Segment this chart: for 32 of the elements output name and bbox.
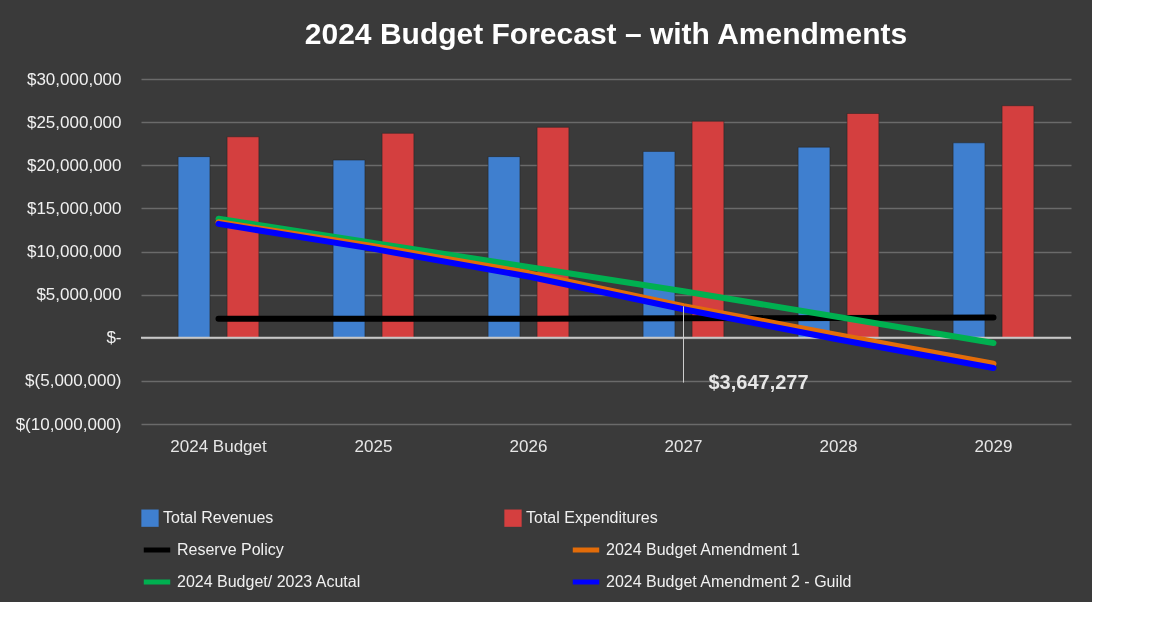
legend-label: Total Revenues xyxy=(163,509,274,527)
legend-label: Reserve Policy xyxy=(177,541,284,558)
x-tick-label: 2025 xyxy=(354,436,393,456)
y-tick-label: $15,000,000 xyxy=(26,198,122,218)
bar xyxy=(381,133,415,338)
bar xyxy=(177,156,211,338)
legend-label: 2024 Budget/ 2023 Acutal xyxy=(177,573,361,590)
bar xyxy=(226,136,260,338)
x-tick-label: 2027 xyxy=(664,436,703,456)
bar xyxy=(332,159,366,338)
x-tick-label: 2024 Budget xyxy=(170,436,267,456)
legend-label: Total Expenditures xyxy=(526,509,658,527)
legend-label: 2024 Budget Amendment 2 - Guild xyxy=(606,573,852,590)
y-tick-label: $5,000,000 xyxy=(36,285,122,305)
annotation: $3,647,277 xyxy=(708,370,809,393)
y-tick-label: $(10,000,000) xyxy=(15,414,122,434)
y-tick-label: $(5,000,000) xyxy=(25,371,122,391)
x-tick-label: 2029 xyxy=(974,436,1013,456)
bar xyxy=(691,121,725,338)
y-tick-label: $25,000,000 xyxy=(26,112,122,132)
bar xyxy=(797,146,831,338)
y-tick-label: $30,000,000 xyxy=(26,69,122,89)
y-tick-label: $- xyxy=(106,328,122,348)
legend-label: 2024 Budget Amendment 1 xyxy=(606,541,801,558)
bar xyxy=(846,113,880,338)
y-tick-label: $20,000,000 xyxy=(26,155,122,175)
bar xyxy=(1001,105,1035,338)
chart-title: 2024 Budget Forecast – with Amendments xyxy=(304,17,908,50)
bar xyxy=(952,142,986,338)
x-tick-label: 2026 xyxy=(509,436,548,456)
y-tick-label: $10,000,000 xyxy=(26,242,122,261)
x-tick-label: 2028 xyxy=(819,436,858,456)
